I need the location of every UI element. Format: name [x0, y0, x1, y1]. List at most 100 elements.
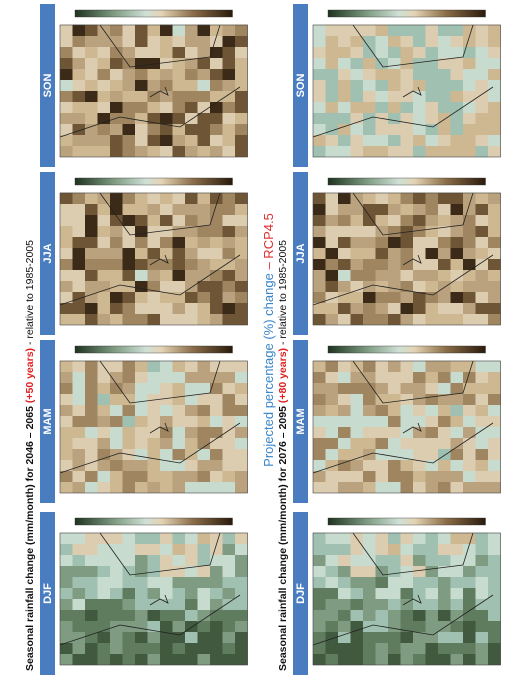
map-cell [450, 68, 464, 80]
map-cell [147, 470, 161, 482]
map-cell [338, 543, 351, 555]
map-cell [60, 437, 73, 449]
map-cell [413, 145, 426, 157]
map-cell [338, 371, 351, 383]
map-cell [172, 214, 186, 226]
season-label: SON [42, 74, 54, 98]
map-cell [85, 609, 98, 621]
map-cell [197, 382, 211, 394]
map-cell [110, 382, 123, 394]
map-cell [172, 653, 186, 665]
map-cell [363, 382, 376, 394]
map-cell [197, 101, 211, 113]
map-cell [110, 236, 123, 248]
map-cell [363, 415, 376, 427]
map-cell [438, 565, 451, 577]
map-cell [488, 68, 501, 80]
map-cell [313, 532, 326, 544]
map-cell [147, 90, 161, 102]
map-cell [325, 543, 339, 555]
map-cell [110, 145, 123, 157]
map-cell [235, 543, 248, 555]
map-cell [350, 565, 364, 577]
map-cell [488, 123, 501, 135]
map-cell [222, 565, 236, 577]
map-cell [160, 620, 173, 632]
map-cell [338, 576, 351, 588]
map-cell [363, 145, 376, 157]
map-cell [147, 631, 161, 643]
map-cell [350, 90, 364, 102]
map-cell [325, 448, 339, 460]
map-cell [197, 145, 211, 157]
map-cell [110, 302, 123, 314]
map-cell [338, 448, 351, 460]
map-cell [313, 313, 326, 325]
map-cell [413, 481, 426, 493]
map-cell [375, 101, 389, 113]
map-cell [135, 609, 148, 621]
map-cell [350, 393, 364, 405]
map-cell [160, 576, 173, 588]
map-cell [450, 236, 464, 248]
map-cell [210, 145, 223, 157]
map-cell [413, 448, 426, 460]
map-cell [450, 247, 464, 259]
map-cell [425, 280, 439, 292]
map-border [59, 24, 241, 138]
map-cell [475, 415, 489, 427]
map-cell [400, 543, 414, 555]
map-cell [197, 587, 211, 599]
map-cell [235, 57, 248, 69]
map-cell [222, 481, 236, 493]
map-cell [85, 203, 98, 215]
season-label: DJF [295, 583, 307, 604]
map-cell [425, 203, 439, 215]
map-cell [135, 360, 148, 372]
map-cell [85, 360, 98, 372]
map-border [312, 360, 494, 474]
map-cell [338, 225, 351, 237]
map-cell [135, 653, 148, 665]
map-cell [97, 426, 111, 438]
map-cell [388, 24, 401, 36]
map-cell [222, 587, 236, 599]
map-cell [197, 532, 211, 544]
map-cell [197, 247, 211, 259]
map-cell [388, 203, 401, 215]
map-cell [135, 280, 148, 292]
map-cell [313, 598, 326, 610]
map-cell [60, 46, 73, 58]
map-cell [413, 269, 426, 281]
map-cell [438, 631, 451, 643]
map-cell [185, 123, 198, 135]
season-label: MAM [42, 408, 54, 434]
map-cell [363, 57, 376, 69]
map-cell [122, 426, 136, 438]
map-cell [60, 598, 73, 610]
map-cell [475, 470, 489, 482]
map-cell [235, 620, 248, 632]
map-cell [338, 404, 351, 416]
map-cell [425, 382, 439, 394]
map-cell [85, 576, 98, 588]
map-cell [147, 448, 161, 460]
map-cell [185, 470, 198, 482]
map-cell [197, 57, 211, 69]
map-cell [85, 101, 98, 113]
map-cell [110, 291, 123, 303]
map-cell [363, 269, 376, 281]
map-cell [338, 437, 351, 449]
map-cell [185, 532, 198, 544]
map-cell [338, 46, 351, 58]
map-cell [97, 225, 111, 237]
map-cell [172, 371, 186, 383]
map-cell [425, 481, 439, 493]
map-cell [388, 192, 401, 204]
map-cell [325, 382, 339, 394]
map-cell [475, 291, 489, 303]
map-cell [438, 481, 451, 493]
map-cell [375, 123, 389, 135]
map-cell [222, 247, 236, 259]
map-cell [325, 393, 339, 405]
